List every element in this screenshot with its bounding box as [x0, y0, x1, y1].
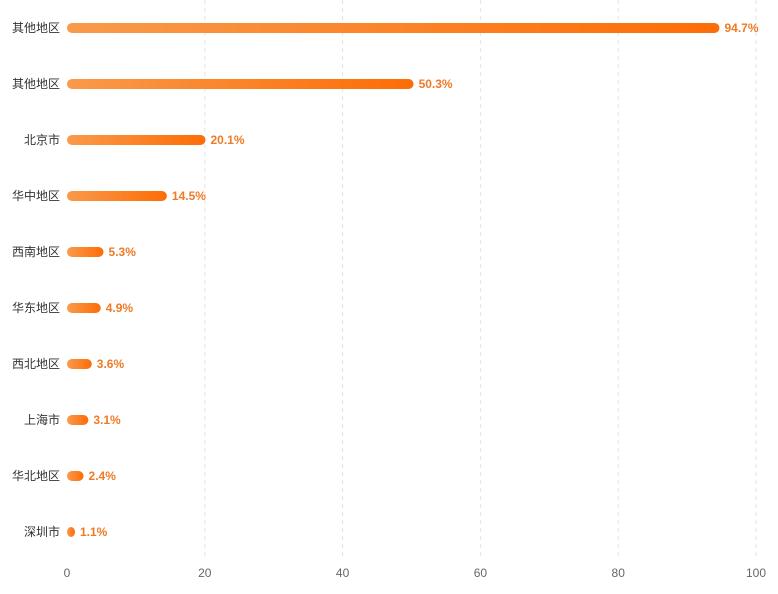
grid-lines	[204, 0, 757, 559]
value-label: 5.3%	[109, 245, 137, 259]
value-label: 94.7%	[724, 21, 758, 35]
category-label: 华中地区	[12, 188, 60, 203]
category-label: 北京市	[24, 132, 60, 147]
bar	[67, 23, 720, 33]
value-label: 20.1%	[210, 133, 244, 147]
x-tick-label: 100	[746, 566, 766, 580]
x-tick-label: 80	[612, 566, 626, 580]
bar	[67, 527, 75, 537]
category-label: 华东地区	[12, 301, 60, 315]
bar	[67, 191, 167, 201]
bar	[67, 247, 104, 257]
labels: 其他地区 94.7% 其他地区 50.3% 北京市 20.1% 华中地区 14.5% 西南地区 5…	[12, 21, 759, 539]
value-label: 1.1%	[80, 525, 108, 539]
bar	[67, 359, 92, 369]
value-label: 50.3%	[419, 77, 453, 91]
value-label: 14.5%	[172, 189, 206, 203]
value-label: 2.4%	[89, 469, 117, 483]
bar	[67, 303, 101, 313]
bar	[67, 79, 414, 89]
bars	[67, 23, 720, 537]
x-axis: 0 20 40 60 80 100	[64, 566, 767, 580]
category-label: 其他地区	[12, 21, 60, 35]
category-label: 上海市	[24, 412, 60, 427]
category-label: 深圳市	[24, 524, 60, 539]
value-label: 3.6%	[97, 357, 125, 371]
bar	[67, 415, 89, 425]
value-label: 3.1%	[93, 413, 121, 427]
category-label: 华北地区	[12, 469, 60, 483]
category-label: 西北地区	[12, 357, 60, 371]
category-label: 西南地区	[12, 244, 60, 259]
x-tick-label: 0	[64, 566, 71, 580]
value-label: 4.9%	[106, 301, 134, 315]
x-tick-label: 40	[336, 566, 350, 580]
bar	[67, 471, 84, 481]
x-tick-label: 20	[198, 566, 212, 580]
x-tick-label: 60	[474, 566, 488, 580]
bar	[67, 135, 206, 145]
category-label: 其他地区	[12, 77, 60, 91]
